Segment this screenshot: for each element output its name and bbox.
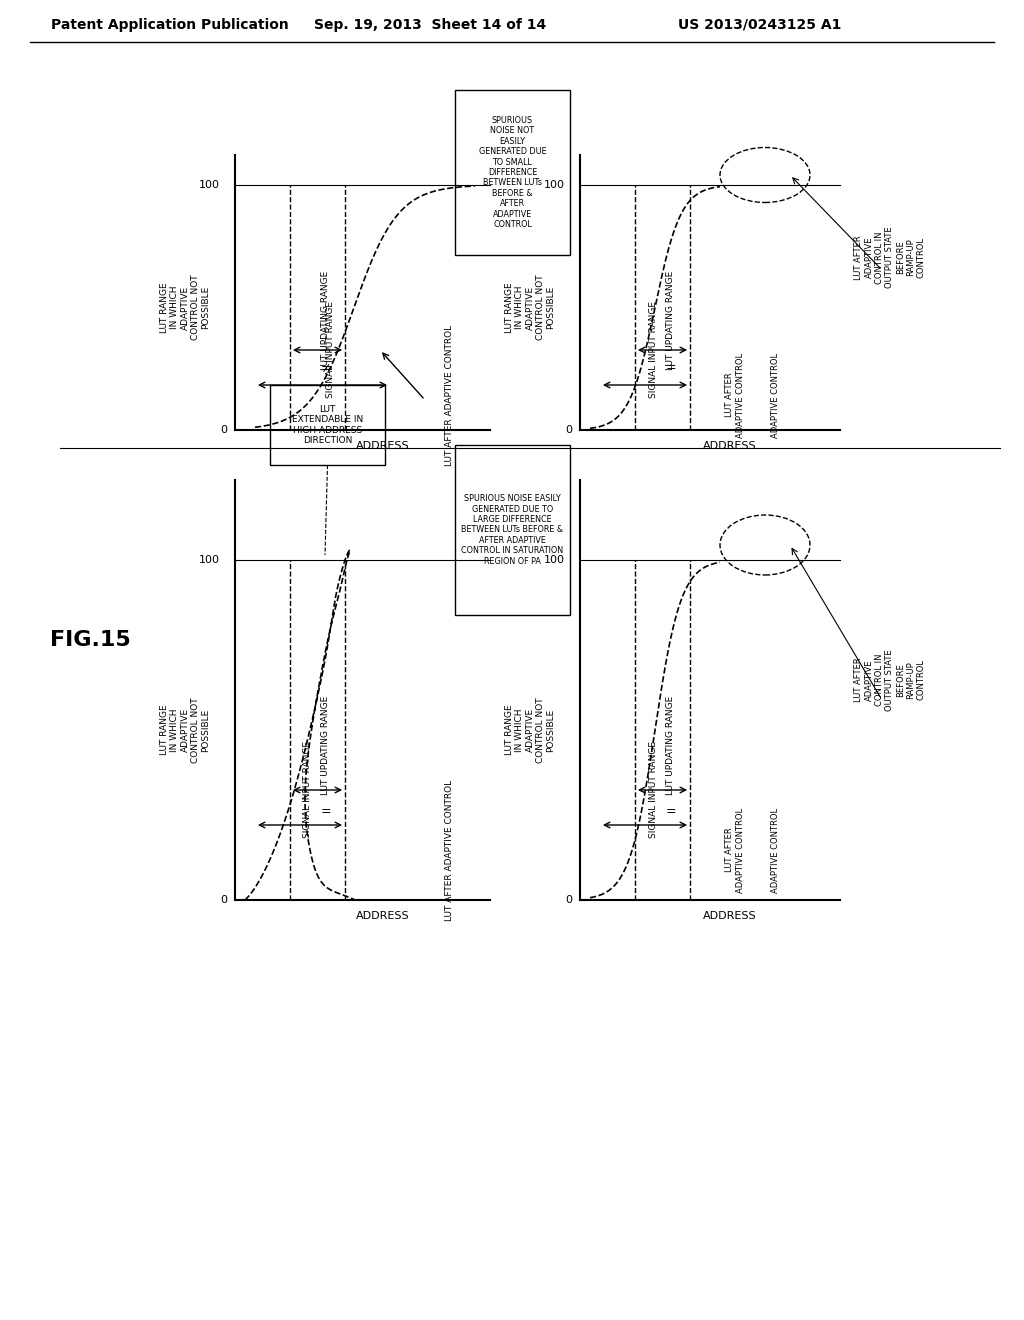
Text: LUT UPDATING RANGE: LUT UPDATING RANGE [666,271,675,370]
Text: LUT UPDATING RANGE: LUT UPDATING RANGE [321,271,330,370]
Text: LUT RANGE
IN WHICH
ADAPTIVE
CONTROL NOT
POSSIBLE: LUT RANGE IN WHICH ADAPTIVE CONTROL NOT … [160,697,210,763]
Text: LUT RANGE
IN WHICH
ADAPTIVE
CONTROL NOT
POSSIBLE: LUT RANGE IN WHICH ADAPTIVE CONTROL NOT … [505,697,555,763]
Text: 0: 0 [565,895,572,906]
Text: 0: 0 [565,425,572,436]
Text: LUT AFTER
ADAPTIVE CONTROL: LUT AFTER ADAPTIVE CONTROL [725,352,744,437]
Text: LUT AFTER
ADAPTIVE
CONTROL IN
OUTPUT STATE
BEFORE
RAMP-UP
CONTROL: LUT AFTER ADAPTIVE CONTROL IN OUTPUT STA… [854,227,926,288]
Bar [270,385,385,465]
Text: SIGNAL INPUT RANGE: SIGNAL INPUT RANGE [648,301,657,399]
Text: =: = [666,362,676,375]
Bar [455,90,570,255]
Text: ADDRESS: ADDRESS [355,911,410,921]
Text: 100: 100 [199,554,220,565]
Text: LUT AFTER
ADAPTIVE CONTROL: LUT AFTER ADAPTIVE CONTROL [725,808,744,892]
Text: 100: 100 [544,554,565,565]
Text: LUT AFTER ADAPTIVE CONTROL: LUT AFTER ADAPTIVE CONTROL [445,779,455,920]
Text: LUT AFTER ADAPTIVE CONTROL: LUT AFTER ADAPTIVE CONTROL [445,325,455,466]
Text: ADDRESS: ADDRESS [355,441,410,451]
Text: Sep. 19, 2013  Sheet 14 of 14: Sep. 19, 2013 Sheet 14 of 14 [314,18,546,32]
Text: ≠: ≠ [321,362,331,375]
Text: ADDRESS: ADDRESS [703,441,757,451]
Text: LUT
EXTENDABLE IN
HIGH ADDRESS
DIRECTION: LUT EXTENDABLE IN HIGH ADDRESS DIRECTION [292,405,364,445]
Text: SIGNAL INPUT RANGE: SIGNAL INPUT RANGE [303,742,312,838]
Bar [455,445,570,615]
Text: LUT UPDATING RANGE: LUT UPDATING RANGE [666,696,675,795]
Text: SPURIOUS
NOISE NOT
EASILY
GENERATED DUE
TO SMALL
DIFFERENCE
BETWEEN LUTs
BEFORE : SPURIOUS NOISE NOT EASILY GENERATED DUE … [478,116,547,228]
Text: US 2013/0243125 A1: US 2013/0243125 A1 [678,18,842,32]
Text: 100: 100 [199,180,220,190]
Text: LUT RANGE
IN WHICH
ADAPTIVE
CONTROL NOT
POSSIBLE: LUT RANGE IN WHICH ADAPTIVE CONTROL NOT … [505,275,555,341]
Text: LUT AFTER
ADAPTIVE
CONTROL IN
OUTPUT STATE
BEFORE
RAMP-UP
CONTROL: LUT AFTER ADAPTIVE CONTROL IN OUTPUT STA… [854,649,926,710]
Text: 100: 100 [544,180,565,190]
Text: =: = [321,805,331,818]
Text: SIGNAL INPUT RANGE: SIGNAL INPUT RANGE [326,301,335,399]
Text: =: = [666,805,676,818]
Text: SIGNAL INPUT RANGE: SIGNAL INPUT RANGE [648,742,657,838]
Text: 0: 0 [220,895,227,906]
Text: LUT RANGE
IN WHICH
ADAPTIVE
CONTROL NOT
POSSIBLE: LUT RANGE IN WHICH ADAPTIVE CONTROL NOT … [160,275,210,341]
Text: 0: 0 [220,425,227,436]
Text: ADAPTIVE CONTROL: ADAPTIVE CONTROL [770,808,779,892]
Text: Patent Application Publication: Patent Application Publication [51,18,289,32]
Text: FIG.15: FIG.15 [49,630,130,649]
Text: LUT UPDATING RANGE: LUT UPDATING RANGE [321,696,330,795]
Text: ADDRESS: ADDRESS [703,911,757,921]
Text: SPURIOUS NOISE EASILY
GENERATED DUE TO
LARGE DIFFERENCE
BETWEEN LUTs BEFORE &
AF: SPURIOUS NOISE EASILY GENERATED DUE TO L… [462,494,563,566]
Text: ADAPTIVE CONTROL: ADAPTIVE CONTROL [770,352,779,437]
